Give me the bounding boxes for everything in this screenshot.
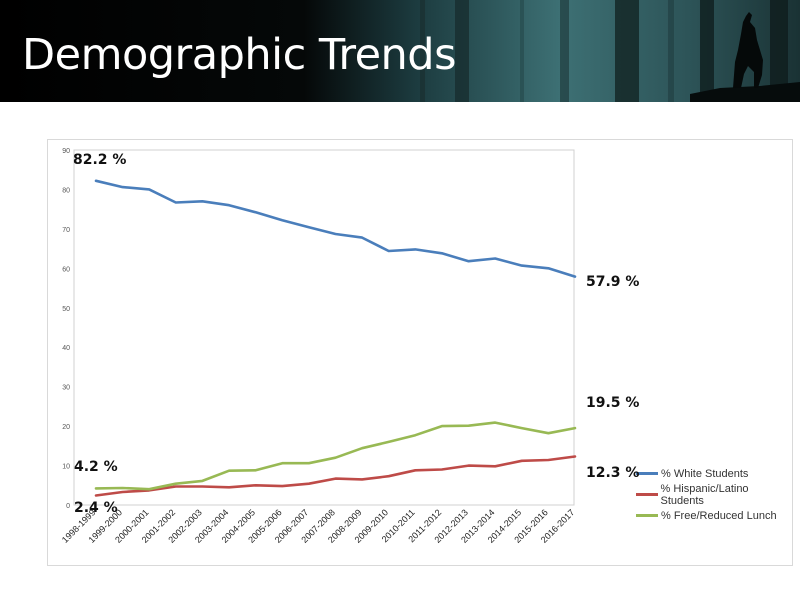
legend-label: % Hispanic/Latino Students [660, 482, 749, 507]
chart-legend: % White Students % Hispanic/Latino Studen… [636, 463, 792, 526]
value-callout: 19.5 % [586, 395, 640, 412]
series-line [94, 179, 577, 278]
legend-item: % Hispanic/Latino Students [636, 482, 792, 507]
y-tick-label: 80 [62, 187, 70, 194]
legend-item: % Free/Reduced Lunch [636, 505, 792, 526]
y-tick-label: 0 [66, 503, 70, 510]
series-line [94, 421, 577, 491]
y-tick-label: 40 [62, 345, 70, 352]
y-tick-label: 90 [62, 148, 70, 155]
value-callout: 2.4 % [74, 499, 118, 516]
y-tick-label: 10 [62, 464, 70, 471]
title-banner: Demographic Trends [0, 0, 800, 102]
legend-swatch [636, 493, 658, 496]
line-chart: 01020304050607080901998-19991999-2000200… [60, 148, 577, 545]
value-callout: 57.9 % [586, 273, 640, 290]
forest-wolf-backdrop [420, 0, 800, 102]
value-callout: 82.2 % [73, 151, 127, 168]
y-tick-label: 50 [62, 306, 70, 313]
y-tick-label: 30 [62, 385, 70, 392]
legend-label: % White Students [661, 467, 749, 480]
wolf-silhouette [733, 12, 763, 88]
chart-area: 0 10 20 30 40 50 60 70 80 90 1998-1999 1999-2000 200… [47, 139, 793, 566]
y-tick-label: 60 [62, 266, 70, 273]
legend-swatch [636, 514, 658, 517]
series-line [94, 455, 577, 497]
plot-frame [73, 149, 575, 506]
y-tick-label: 70 [62, 227, 70, 234]
y-tick-label: 20 [62, 424, 70, 431]
legend-swatch [636, 472, 658, 475]
slide-title: Demographic Trends [22, 30, 456, 80]
legend-label: % Free/Reduced Lunch [661, 509, 777, 522]
value-callout: 4.2 % [74, 459, 118, 476]
legend-item: % White Students [636, 463, 792, 484]
value-callout: 12.3 % [586, 465, 640, 482]
